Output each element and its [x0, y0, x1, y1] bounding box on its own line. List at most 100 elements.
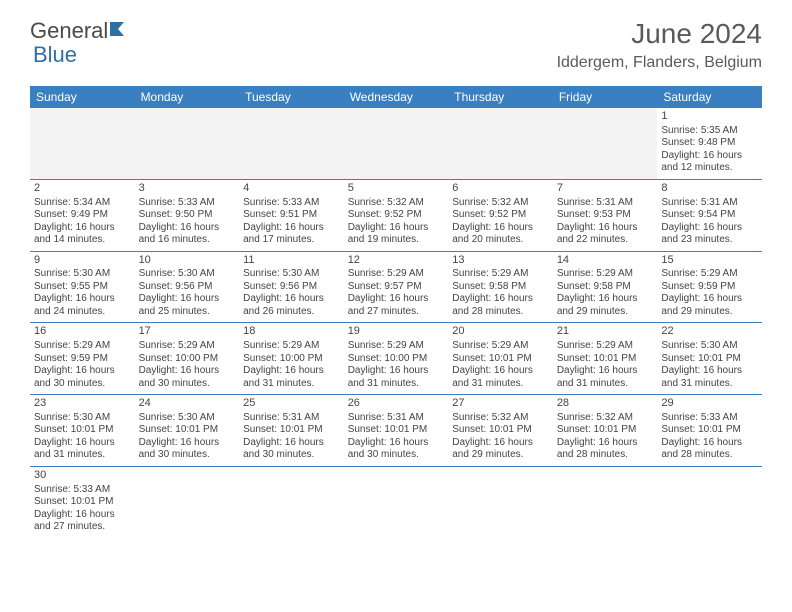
sunrise-line: Sunrise: 5:33 AM: [243, 197, 340, 210]
day-number: 27: [452, 397, 549, 411]
calendar-cell: 14Sunrise: 5:29 AMSunset: 9:58 PMDayligh…: [553, 251, 658, 323]
day-header: Monday: [135, 86, 240, 108]
sunrise-line: Sunrise: 5:31 AM: [243, 412, 340, 425]
calendar-cell: 23Sunrise: 5:30 AMSunset: 10:01 PMDaylig…: [30, 395, 135, 467]
daylight-line: Daylight: 16 hours and 29 minutes.: [557, 293, 654, 318]
sunset-line: Sunset: 9:59 PM: [34, 353, 131, 366]
day-number: 9: [34, 254, 131, 268]
sunset-line: Sunset: 9:59 PM: [661, 281, 758, 294]
calendar-cell: 13Sunrise: 5:29 AMSunset: 9:58 PMDayligh…: [448, 251, 553, 323]
sunrise-line: Sunrise: 5:32 AM: [557, 412, 654, 425]
sunset-line: Sunset: 9:50 PM: [139, 209, 236, 222]
day-number: 8: [661, 182, 758, 196]
sunrise-line: Sunrise: 5:29 AM: [557, 268, 654, 281]
calendar-cell: 10Sunrise: 5:30 AMSunset: 9:56 PMDayligh…: [135, 251, 240, 323]
daylight-line: Daylight: 16 hours and 31 minutes.: [243, 365, 340, 390]
sunrise-line: Sunrise: 5:29 AM: [557, 340, 654, 353]
sunrise-line: Sunrise: 5:34 AM: [34, 197, 131, 210]
day-header: Thursday: [448, 86, 553, 108]
daylight-line: Daylight: 16 hours and 29 minutes.: [661, 293, 758, 318]
daylight-line: Daylight: 16 hours and 16 minutes.: [139, 222, 236, 247]
calendar-week: 1Sunrise: 5:35 AMSunset: 9:48 PMDaylight…: [30, 108, 762, 179]
daylight-line: Daylight: 16 hours and 31 minutes.: [661, 365, 758, 390]
calendar-cell-empty: [135, 466, 240, 537]
calendar-cell-empty: [553, 466, 658, 537]
sunrise-line: Sunrise: 5:29 AM: [243, 340, 340, 353]
sunset-line: Sunset: 10:01 PM: [139, 424, 236, 437]
sunset-line: Sunset: 9:48 PM: [661, 137, 758, 150]
sunset-line: Sunset: 9:57 PM: [348, 281, 445, 294]
day-number: 3: [139, 182, 236, 196]
sunrise-line: Sunrise: 5:29 AM: [34, 340, 131, 353]
day-number: 10: [139, 254, 236, 268]
month-title: June 2024: [557, 18, 762, 50]
daylight-line: Daylight: 16 hours and 30 minutes.: [243, 437, 340, 462]
calendar-cell: 16Sunrise: 5:29 AMSunset: 9:59 PMDayligh…: [30, 323, 135, 395]
sunset-line: Sunset: 10:01 PM: [348, 424, 445, 437]
day-number: 1: [661, 110, 758, 124]
day-number: 16: [34, 325, 131, 339]
day-number: 13: [452, 254, 549, 268]
sunset-line: Sunset: 9:56 PM: [243, 281, 340, 294]
calendar-cell-empty: [135, 108, 240, 179]
sunset-line: Sunset: 9:55 PM: [34, 281, 131, 294]
daylight-line: Daylight: 16 hours and 30 minutes.: [139, 365, 236, 390]
sunrise-line: Sunrise: 5:30 AM: [139, 412, 236, 425]
sunset-line: Sunset: 9:56 PM: [139, 281, 236, 294]
logo-text-general: General: [30, 18, 108, 44]
calendar-cell: 7Sunrise: 5:31 AMSunset: 9:53 PMDaylight…: [553, 179, 658, 251]
calendar-cell: 30Sunrise: 5:33 AMSunset: 10:01 PMDaylig…: [30, 466, 135, 537]
daylight-line: Daylight: 16 hours and 29 minutes.: [452, 437, 549, 462]
sunset-line: Sunset: 9:58 PM: [452, 281, 549, 294]
day-header: Friday: [553, 86, 658, 108]
daylight-line: Daylight: 16 hours and 24 minutes.: [34, 293, 131, 318]
calendar-cell: 6Sunrise: 5:32 AMSunset: 9:52 PMDaylight…: [448, 179, 553, 251]
day-number: 4: [243, 182, 340, 196]
calendar-table: SundayMondayTuesdayWednesdayThursdayFrid…: [30, 86, 762, 538]
daylight-line: Daylight: 16 hours and 30 minutes.: [348, 437, 445, 462]
logo-text-blue: Blue: [33, 42, 77, 68]
daylight-line: Daylight: 16 hours and 30 minutes.: [139, 437, 236, 462]
day-number: 2: [34, 182, 131, 196]
sunrise-line: Sunrise: 5:29 AM: [348, 268, 445, 281]
daylight-line: Daylight: 16 hours and 27 minutes.: [348, 293, 445, 318]
daylight-line: Daylight: 16 hours and 17 minutes.: [243, 222, 340, 247]
sunset-line: Sunset: 10:00 PM: [243, 353, 340, 366]
sunrise-line: Sunrise: 5:30 AM: [661, 340, 758, 353]
day-header: Saturday: [657, 86, 762, 108]
daylight-line: Daylight: 16 hours and 25 minutes.: [139, 293, 236, 318]
day-number: 26: [348, 397, 445, 411]
calendar-cell-empty: [657, 466, 762, 537]
day-number: 19: [348, 325, 445, 339]
sunrise-line: Sunrise: 5:32 AM: [348, 197, 445, 210]
sunset-line: Sunset: 10:01 PM: [452, 424, 549, 437]
sunset-line: Sunset: 10:01 PM: [34, 496, 131, 509]
title-block: June 2024 Iddergem, Flanders, Belgium: [557, 18, 762, 72]
day-number: 18: [243, 325, 340, 339]
calendar-cell: 8Sunrise: 5:31 AMSunset: 9:54 PMDaylight…: [657, 179, 762, 251]
day-number: 12: [348, 254, 445, 268]
sunset-line: Sunset: 10:01 PM: [661, 424, 758, 437]
calendar-body: 1Sunrise: 5:35 AMSunset: 9:48 PMDaylight…: [30, 108, 762, 538]
day-header-row: SundayMondayTuesdayWednesdayThursdayFrid…: [30, 86, 762, 108]
flag-icon: [110, 18, 132, 44]
daylight-line: Daylight: 16 hours and 31 minutes.: [348, 365, 445, 390]
day-number: 24: [139, 397, 236, 411]
calendar-cell: 24Sunrise: 5:30 AMSunset: 10:01 PMDaylig…: [135, 395, 240, 467]
sunrise-line: Sunrise: 5:33 AM: [139, 197, 236, 210]
daylight-line: Daylight: 16 hours and 23 minutes.: [661, 222, 758, 247]
calendar-cell-empty: [344, 108, 449, 179]
sunset-line: Sunset: 9:49 PM: [34, 209, 131, 222]
calendar-cell: 28Sunrise: 5:32 AMSunset: 10:01 PMDaylig…: [553, 395, 658, 467]
day-number: 28: [557, 397, 654, 411]
sunset-line: Sunset: 10:01 PM: [452, 353, 549, 366]
sunset-line: Sunset: 9:51 PM: [243, 209, 340, 222]
calendar-cell: 9Sunrise: 5:30 AMSunset: 9:55 PMDaylight…: [30, 251, 135, 323]
day-number: 5: [348, 182, 445, 196]
sunset-line: Sunset: 9:58 PM: [557, 281, 654, 294]
day-header: Tuesday: [239, 86, 344, 108]
sunrise-line: Sunrise: 5:31 AM: [348, 412, 445, 425]
day-number: 17: [139, 325, 236, 339]
sunrise-line: Sunrise: 5:30 AM: [34, 268, 131, 281]
day-number: 23: [34, 397, 131, 411]
